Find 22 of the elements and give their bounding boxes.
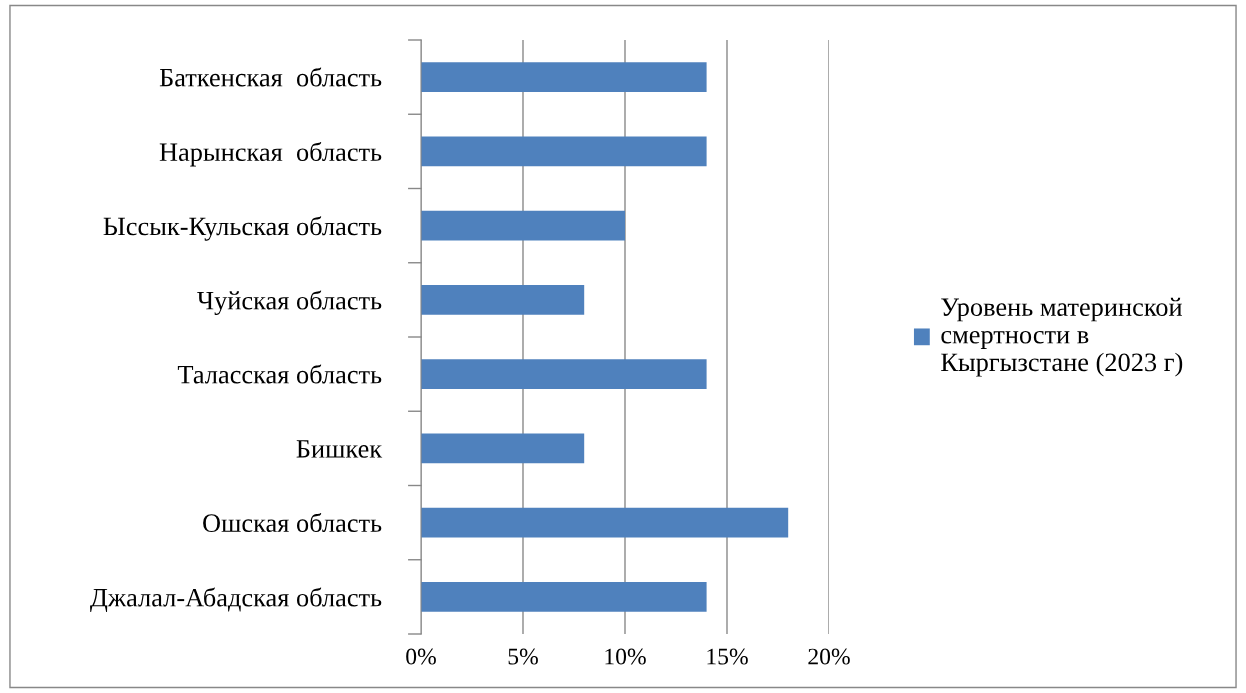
y-tick-label: Джалал-Абадская область [90,587,382,612]
bar [421,582,707,612]
bar [421,433,585,464]
bar [421,285,585,315]
y-tick-label: Баткенская область [159,67,382,87]
bar [421,136,707,167]
x-tick-label: 15% [707,648,748,665]
legend-label: Уровень материнской смертности в Кыргызстане (2023 г) [941,297,1183,377]
y-tick-label: Ошская область [203,512,382,533]
bar [421,210,625,241]
x-tick-label: 10% [605,648,646,665]
y-tick-label: Таласская область [177,364,382,384]
y-tick-label: Ыссык-Кульская область [103,216,382,241]
y-tick-label: Нарынская область [159,141,382,167]
bar [421,62,707,92]
bar [421,507,789,538]
x-tick-label: 5% [508,648,538,665]
x-tick-label: 0% [406,648,436,665]
bar [421,359,707,389]
y-tick-label: Чуйская область [197,290,382,316]
y-tick-label: Бишкек [296,440,383,458]
x-tick-label: 20% [808,648,850,665]
